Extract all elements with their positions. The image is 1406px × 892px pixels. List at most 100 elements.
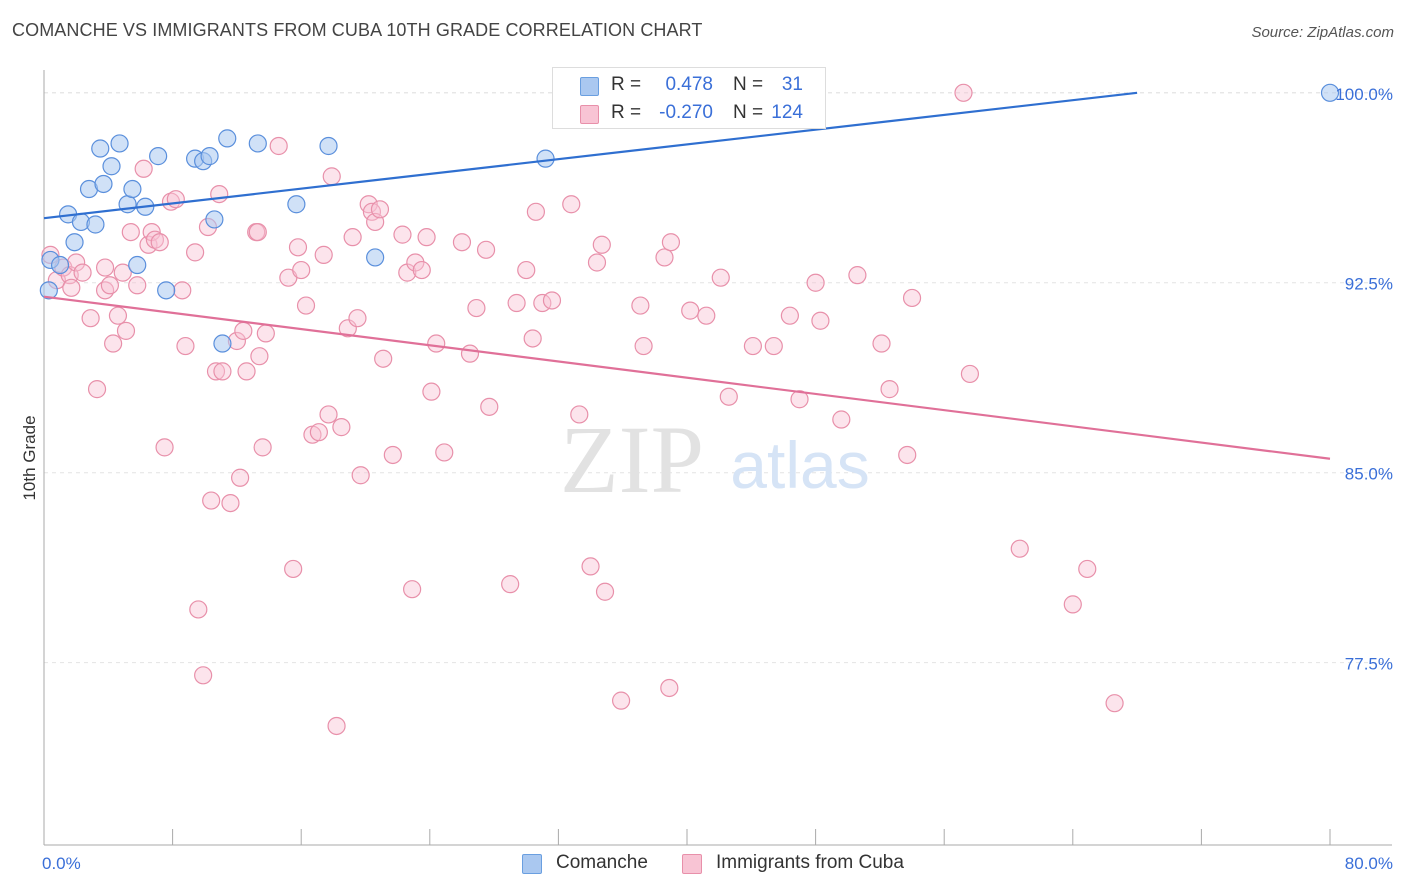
data-point-cuba xyxy=(231,468,250,487)
data-point-cuba xyxy=(343,228,362,247)
trend-lines xyxy=(43,91,1331,460)
data-point-comanche xyxy=(50,255,70,275)
data-point-cuba xyxy=(523,329,542,348)
data-point-cuba xyxy=(269,136,288,156)
data-point-cuba xyxy=(581,557,600,576)
data-point-cuba xyxy=(150,233,169,252)
data-point-cuba xyxy=(848,266,867,285)
data-point-cuba xyxy=(210,185,229,204)
data-point-cuba xyxy=(319,405,338,424)
data-point-cuba xyxy=(113,263,132,282)
data-point-cuba xyxy=(155,438,174,457)
data-point-cuba xyxy=(811,311,830,330)
series-immigrants-from-cuba-points xyxy=(41,83,1124,736)
data-point-cuba xyxy=(95,258,115,277)
data-point-cuba xyxy=(403,580,422,599)
data-point-cuba xyxy=(206,362,226,381)
data-point-comanche xyxy=(248,134,267,153)
axis-layer xyxy=(43,70,1392,846)
y-tick-label: 100.0% xyxy=(1335,85,1393,104)
data-point-cuba xyxy=(128,276,147,295)
data-point-comanche xyxy=(213,334,232,353)
data-point-comanche xyxy=(319,136,338,156)
legend-swatch-cuba xyxy=(580,105,599,124)
data-point-cuba xyxy=(221,493,240,513)
bottom-legend-swatch-cuba xyxy=(682,854,702,874)
data-point-cuba xyxy=(393,225,412,244)
data-point-comanche xyxy=(536,149,555,168)
data-point-cuba xyxy=(213,362,232,381)
y-tick-label: 85.0% xyxy=(1345,465,1393,484)
data-point-cuba xyxy=(81,309,100,328)
data-point-cuba xyxy=(351,466,370,485)
data-point-cuba xyxy=(631,296,650,315)
data-point-cuba xyxy=(327,716,346,736)
data-point-cuba xyxy=(202,491,221,510)
chart-title: COMANCHE VS IMMIGRANTS FROM CUBA 10TH GR… xyxy=(12,20,703,40)
data-point-cuba xyxy=(806,273,825,292)
legend-n-value: 124 xyxy=(771,102,803,123)
data-point-cuba xyxy=(100,276,120,295)
data-point-cuba xyxy=(1105,694,1124,713)
data-point-cuba xyxy=(234,321,253,340)
data-point-cuba xyxy=(452,233,472,252)
data-point-cuba xyxy=(237,362,256,381)
data-point-cuba xyxy=(412,260,431,280)
data-point-cuba xyxy=(422,382,441,401)
trend-line-comanche xyxy=(43,91,1138,220)
data-point-cuba xyxy=(655,248,674,267)
data-point-cuba xyxy=(719,387,738,406)
data-point-cuba xyxy=(634,336,653,356)
data-point-comanche xyxy=(123,179,142,199)
data-point-cuba xyxy=(186,243,205,262)
data-point-comanche xyxy=(287,195,306,214)
data-point-comanche xyxy=(205,210,224,229)
data-point-cuba xyxy=(711,268,730,287)
data-point-cuba xyxy=(348,309,367,328)
data-point-cuba xyxy=(592,235,611,254)
data-point-cuba xyxy=(322,167,341,186)
data-point-cuba xyxy=(507,293,526,313)
legend-n-label: N = xyxy=(733,102,764,123)
y-tick-label: 77.5% xyxy=(1345,655,1393,674)
data-point-cuba xyxy=(176,336,195,356)
data-point-comanche xyxy=(102,157,121,176)
data-point-cuba xyxy=(562,195,581,214)
data-point-comanche xyxy=(86,215,105,234)
data-point-cuba xyxy=(250,347,269,366)
series-comanche-points xyxy=(39,83,1340,353)
trend-line-cuba xyxy=(43,295,1331,460)
legend-r-label: R = xyxy=(611,102,642,123)
data-point-cuba xyxy=(790,390,809,409)
data-point-cuba xyxy=(314,245,333,264)
data-point-cuba xyxy=(880,380,899,399)
data-point-comanche xyxy=(110,134,129,153)
data-point-cuba xyxy=(173,281,192,300)
data-point-cuba xyxy=(256,324,275,343)
data-point-cuba xyxy=(517,260,536,280)
x-tick-label: 0.0% xyxy=(42,854,81,873)
data-point-cuba xyxy=(374,349,393,368)
data-point-cuba xyxy=(417,228,436,247)
data-point-cuba xyxy=(296,296,316,315)
data-point-cuba xyxy=(681,301,700,320)
data-point-cuba xyxy=(587,253,607,272)
tick-labels: 100.0% 92.5% 85.0% 77.5% 0.0% 80.0% xyxy=(42,85,1393,873)
data-point-cuba xyxy=(116,321,136,340)
data-point-cuba xyxy=(108,306,128,325)
legend-r-value: -0.270 xyxy=(659,102,713,123)
data-point-comanche xyxy=(157,281,176,300)
data-point-comanche xyxy=(366,248,385,267)
data-point-cuba xyxy=(87,380,107,399)
data-point-comanche xyxy=(218,129,237,148)
data-point-cuba xyxy=(595,582,615,601)
data-point-cuba xyxy=(960,364,980,384)
data-point-cuba xyxy=(460,344,480,363)
data-point-cuba xyxy=(570,405,589,424)
data-point-cuba xyxy=(309,423,328,442)
legend-r-label: R = xyxy=(611,74,642,95)
data-point-comanche xyxy=(149,147,168,166)
data-point-cuba xyxy=(697,306,716,325)
data-point-comanche xyxy=(128,255,147,275)
